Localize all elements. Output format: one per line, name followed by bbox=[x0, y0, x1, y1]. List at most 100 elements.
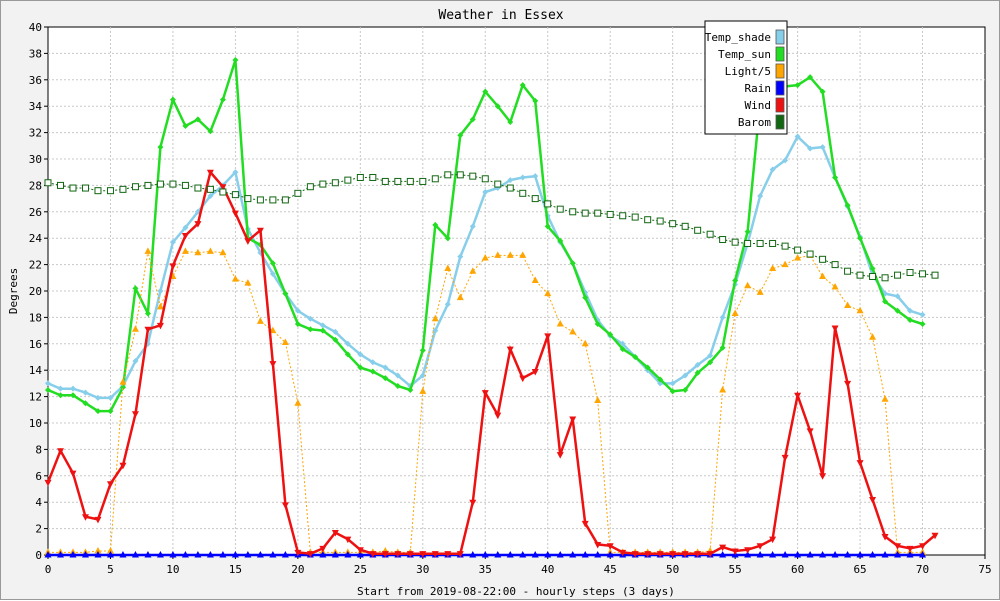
data-point bbox=[494, 180, 502, 188]
data-point bbox=[631, 213, 639, 221]
data-point bbox=[806, 428, 814, 435]
data-point bbox=[506, 551, 514, 558]
data-point bbox=[906, 545, 914, 553]
data-point bbox=[369, 173, 377, 181]
grid bbox=[48, 27, 985, 555]
data-point bbox=[244, 195, 252, 203]
data-point bbox=[281, 338, 289, 345]
y-tick-label: 2 bbox=[35, 523, 42, 536]
data-point bbox=[756, 543, 764, 550]
data-point bbox=[669, 551, 677, 558]
y-tick-label: 6 bbox=[35, 470, 42, 483]
data-point bbox=[156, 551, 164, 558]
data-point bbox=[219, 551, 227, 558]
data-point bbox=[45, 380, 51, 387]
data-point bbox=[781, 242, 789, 250]
data-point bbox=[306, 551, 314, 558]
data-point bbox=[232, 57, 239, 63]
data-point bbox=[169, 239, 176, 246]
data-point bbox=[231, 551, 239, 558]
data-point bbox=[619, 346, 626, 353]
data-point bbox=[119, 378, 127, 385]
data-point bbox=[744, 551, 752, 558]
data-point bbox=[919, 311, 926, 318]
data-point bbox=[494, 551, 502, 558]
data-point bbox=[269, 260, 276, 267]
data-point bbox=[656, 217, 664, 225]
data-point bbox=[756, 551, 764, 558]
data-point bbox=[344, 351, 351, 358]
data-point bbox=[856, 271, 864, 279]
data-point bbox=[694, 361, 701, 368]
data-point bbox=[669, 388, 676, 395]
data-point bbox=[94, 394, 101, 401]
data-point bbox=[444, 551, 452, 558]
data-point bbox=[369, 368, 376, 375]
data-point bbox=[382, 375, 389, 382]
data-point bbox=[144, 181, 152, 189]
data-point bbox=[794, 392, 802, 400]
data-point bbox=[556, 320, 564, 327]
data-point bbox=[819, 144, 826, 151]
data-point bbox=[894, 307, 901, 314]
data-point bbox=[894, 551, 902, 558]
data-point bbox=[819, 255, 827, 263]
data-point bbox=[206, 247, 214, 254]
data-point bbox=[619, 212, 627, 220]
data-point bbox=[419, 347, 426, 354]
data-point bbox=[419, 177, 427, 185]
data-point bbox=[506, 251, 514, 258]
x-axis: 0 5 10 15 20 25 30 35 40 45 50 55 60 65 70 75 bbox=[45, 555, 992, 576]
data-point bbox=[781, 551, 789, 558]
data-point bbox=[394, 372, 401, 379]
y-tick-label: 22 bbox=[29, 259, 42, 272]
data-point bbox=[844, 551, 852, 558]
data-point bbox=[794, 133, 801, 140]
legend-swatch-temp-sun bbox=[775, 46, 785, 62]
data-point bbox=[182, 123, 189, 129]
data-point bbox=[81, 184, 89, 192]
data-point bbox=[619, 340, 626, 347]
data-point bbox=[194, 116, 201, 123]
data-point bbox=[282, 290, 289, 297]
series-barom bbox=[44, 171, 939, 282]
x-tick-label: 60 bbox=[791, 563, 804, 576]
x-tick-label: 70 bbox=[916, 563, 929, 576]
data-point bbox=[519, 551, 527, 558]
data-point bbox=[207, 128, 214, 135]
data-point bbox=[707, 359, 714, 366]
data-point bbox=[856, 551, 864, 558]
data-point bbox=[206, 551, 214, 558]
data-point bbox=[544, 551, 552, 558]
data-point bbox=[594, 551, 602, 558]
data-point bbox=[269, 551, 277, 558]
x-tick-label: 10 bbox=[166, 563, 179, 576]
data-point bbox=[269, 270, 276, 277]
data-point bbox=[844, 267, 852, 275]
data-point bbox=[332, 328, 339, 335]
data-point bbox=[56, 181, 64, 189]
data-point bbox=[644, 551, 652, 558]
y-tick-label: 20 bbox=[29, 285, 42, 298]
data-point bbox=[69, 470, 77, 478]
data-point bbox=[469, 551, 477, 558]
data-point bbox=[819, 551, 827, 558]
data-point bbox=[44, 179, 52, 187]
data-point bbox=[157, 288, 164, 294]
data-point bbox=[669, 380, 676, 387]
data-point bbox=[281, 502, 289, 509]
data-point bbox=[757, 192, 764, 199]
data-point bbox=[481, 390, 489, 397]
series-temp-shade bbox=[45, 133, 926, 401]
series-line-wind bbox=[46, 169, 936, 555]
data-point bbox=[69, 184, 77, 192]
data-point bbox=[831, 261, 839, 269]
legend-label-temp-sun: Temp_sun bbox=[718, 48, 771, 61]
x-tick-label: 15 bbox=[229, 563, 242, 576]
data-point bbox=[431, 314, 439, 322]
data-point bbox=[869, 551, 877, 558]
data-point bbox=[594, 541, 602, 549]
y-tick-label: 34 bbox=[29, 100, 43, 113]
data-point bbox=[869, 333, 877, 340]
series-layer bbox=[44, 57, 939, 558]
